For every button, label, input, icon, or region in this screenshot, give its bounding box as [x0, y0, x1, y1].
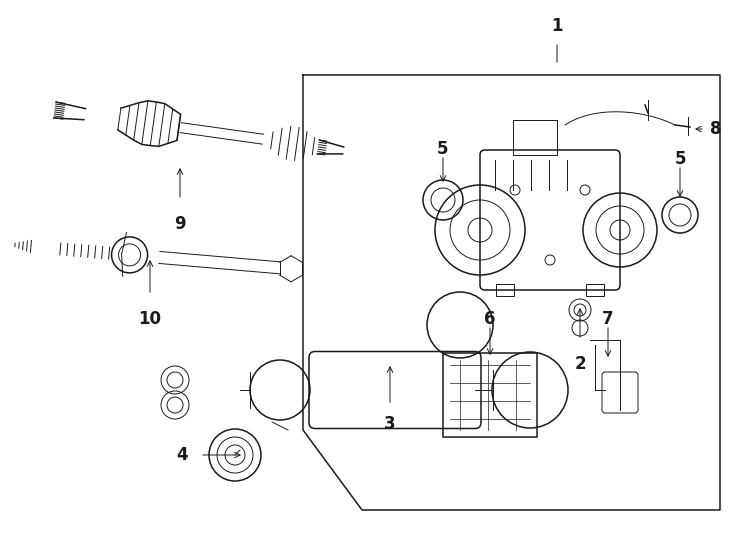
Text: 5: 5	[437, 140, 448, 158]
Text: 9: 9	[174, 215, 186, 233]
Text: 7: 7	[602, 310, 614, 328]
Text: 2: 2	[574, 355, 586, 373]
Text: 10: 10	[139, 310, 161, 328]
Text: 1: 1	[551, 17, 563, 35]
Text: 8: 8	[710, 120, 722, 138]
Text: 5: 5	[675, 150, 686, 168]
Text: 3: 3	[384, 415, 396, 433]
Text: 6: 6	[484, 310, 495, 328]
Text: 4: 4	[176, 446, 188, 464]
